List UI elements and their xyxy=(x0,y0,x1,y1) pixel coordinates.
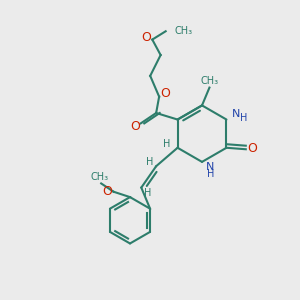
Text: H: H xyxy=(207,169,214,179)
Text: O: O xyxy=(161,87,171,100)
Text: O: O xyxy=(248,142,257,154)
Text: H: H xyxy=(240,113,247,123)
Text: H: H xyxy=(144,188,152,198)
Text: O: O xyxy=(141,31,151,44)
Text: H: H xyxy=(146,157,153,167)
Text: O: O xyxy=(130,120,140,133)
Text: N: N xyxy=(232,109,240,119)
Text: O: O xyxy=(102,185,112,198)
Text: H: H xyxy=(164,139,171,149)
Text: CH₃: CH₃ xyxy=(175,26,193,36)
Text: N: N xyxy=(206,162,214,172)
Text: CH₃: CH₃ xyxy=(91,172,109,182)
Text: CH₃: CH₃ xyxy=(201,76,219,86)
